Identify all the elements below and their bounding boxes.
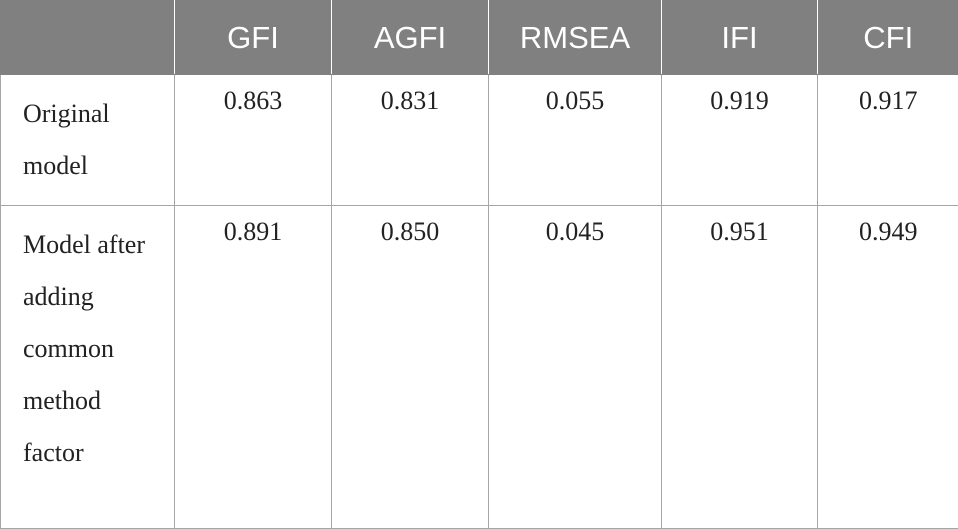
cell-cfi: 0.949 xyxy=(818,206,958,529)
header-cell-gfi: GFI xyxy=(175,1,332,75)
cell-gfi: 0.863 xyxy=(175,75,332,206)
cell-rmsea: 0.045 xyxy=(489,206,662,529)
header-cell-cfi: CFI xyxy=(818,1,958,75)
header-row: GFI AGFI RMSEA IFI CFI xyxy=(1,1,958,75)
table-header: GFI AGFI RMSEA IFI CFI xyxy=(1,1,958,75)
cell-ifi: 0.919 xyxy=(662,75,818,206)
header-cell-empty xyxy=(1,1,175,75)
row-label: Original model xyxy=(1,75,175,206)
cell-gfi: 0.891 xyxy=(175,206,332,529)
table-row: Model after adding common method factor … xyxy=(1,206,958,529)
cell-agfi: 0.850 xyxy=(332,206,489,529)
row-label-text: Original model xyxy=(23,75,154,192)
row-label: Model after adding common method factor xyxy=(1,206,175,529)
header-cell-agfi: AGFI xyxy=(332,1,489,75)
cell-rmsea: 0.055 xyxy=(489,75,662,206)
cell-ifi: 0.951 xyxy=(662,206,818,529)
row-label-text: Model after adding common method factor xyxy=(23,206,154,479)
table-body: Original model 0.863 0.831 0.055 0.919 0… xyxy=(1,75,958,529)
header-cell-rmsea: RMSEA xyxy=(489,1,662,75)
header-cell-ifi: IFI xyxy=(662,1,818,75)
cell-agfi: 0.831 xyxy=(332,75,489,206)
cell-cfi: 0.917 xyxy=(818,75,958,206)
table-row: Original model 0.863 0.831 0.055 0.919 0… xyxy=(1,75,958,206)
